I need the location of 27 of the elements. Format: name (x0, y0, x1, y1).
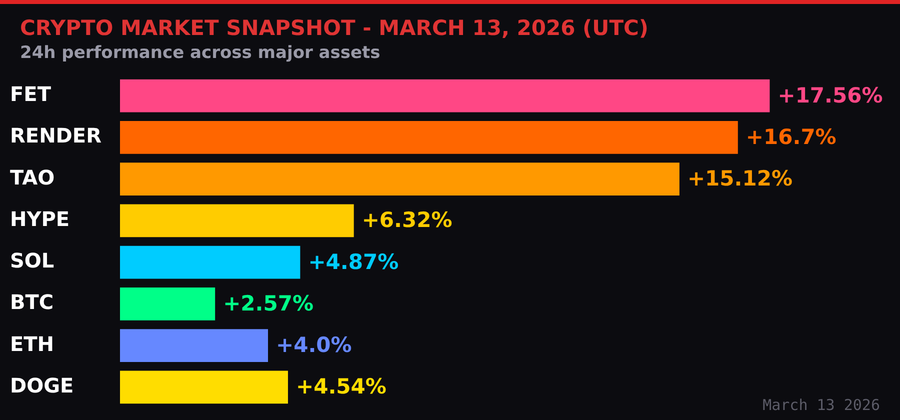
bar (120, 246, 300, 279)
annotation: March 13 2026 (762, 396, 880, 414)
y-tick-label: BTC (10, 290, 54, 314)
y-tick-label: ETH (10, 332, 54, 356)
bar (120, 162, 680, 196)
data-label: +4.54% (296, 374, 386, 399)
bar (120, 79, 770, 112)
y-tick-label: FET (10, 82, 52, 106)
data-label: +15.12% (687, 166, 793, 191)
data-label: +16.7% (746, 124, 836, 149)
y-tick-label: TAO (10, 165, 55, 190)
chart-title: CRYPTO MARKET SNAPSHOT - MARCH 13, 2026 (UTC) (20, 16, 649, 40)
bar (120, 287, 216, 320)
y-tick-label: SOL (10, 248, 54, 273)
y-tick-label: DOGE (10, 373, 74, 398)
data-label: +17.56% (778, 83, 883, 108)
y-tick-label: RENDER (10, 124, 102, 148)
data-label: +6.32% (362, 208, 452, 232)
data-label: +2.57% (223, 291, 314, 316)
bar (120, 120, 738, 154)
y-tick-label: HYPE (10, 206, 70, 231)
bar (120, 370, 288, 404)
data-label: +4.0% (276, 333, 352, 358)
chart-subtitle: 24h performance across major assets (20, 43, 380, 63)
bar (120, 329, 268, 362)
bar (120, 204, 354, 238)
data-label: +4.87% (308, 250, 399, 274)
